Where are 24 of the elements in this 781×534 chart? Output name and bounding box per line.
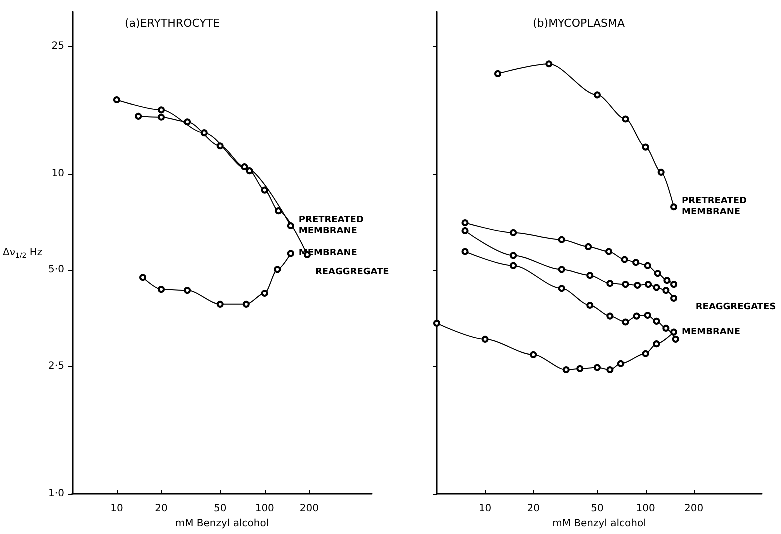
x-tick-label: 10: [478, 504, 492, 515]
text: (a)ERYTHROCYTE: [125, 17, 220, 30]
x-axis-title: mM Benzyl alcohol: [552, 518, 646, 530]
x-tick-label: 50: [591, 504, 604, 515]
y-tick-label: 5·0: [48, 264, 64, 276]
series-label: PRETREATED MEMBRANE: [682, 196, 750, 218]
y-tick-label: 25: [52, 40, 64, 52]
y-tick-label: 2·5: [48, 361, 64, 372]
series-label: MEMBRANE: [682, 327, 741, 338]
annotation: REAGGREGATES: [696, 302, 776, 313]
series-label: REAGGREGATE: [315, 268, 390, 278]
x-tick-label: 10: [110, 504, 124, 515]
text: (b)MYCOPLASMA: [533, 17, 626, 30]
y-tick-label: 10: [52, 168, 64, 180]
y-tick-label: 1·0: [48, 488, 64, 500]
x-tick-label: 200: [300, 504, 319, 515]
x-tick-label: 100: [636, 504, 656, 515]
x-tick-label: 20: [155, 504, 168, 515]
x-axis-title: mM Benzyl alcohol: [175, 518, 270, 530]
x-tick-label: 20: [527, 504, 540, 515]
x-tick-label: 100: [255, 504, 274, 515]
x-tick-label: 200: [684, 504, 704, 515]
series-label: PRETREATED MEMBRANE: [298, 216, 367, 237]
x-tick-label: 50: [214, 504, 227, 515]
